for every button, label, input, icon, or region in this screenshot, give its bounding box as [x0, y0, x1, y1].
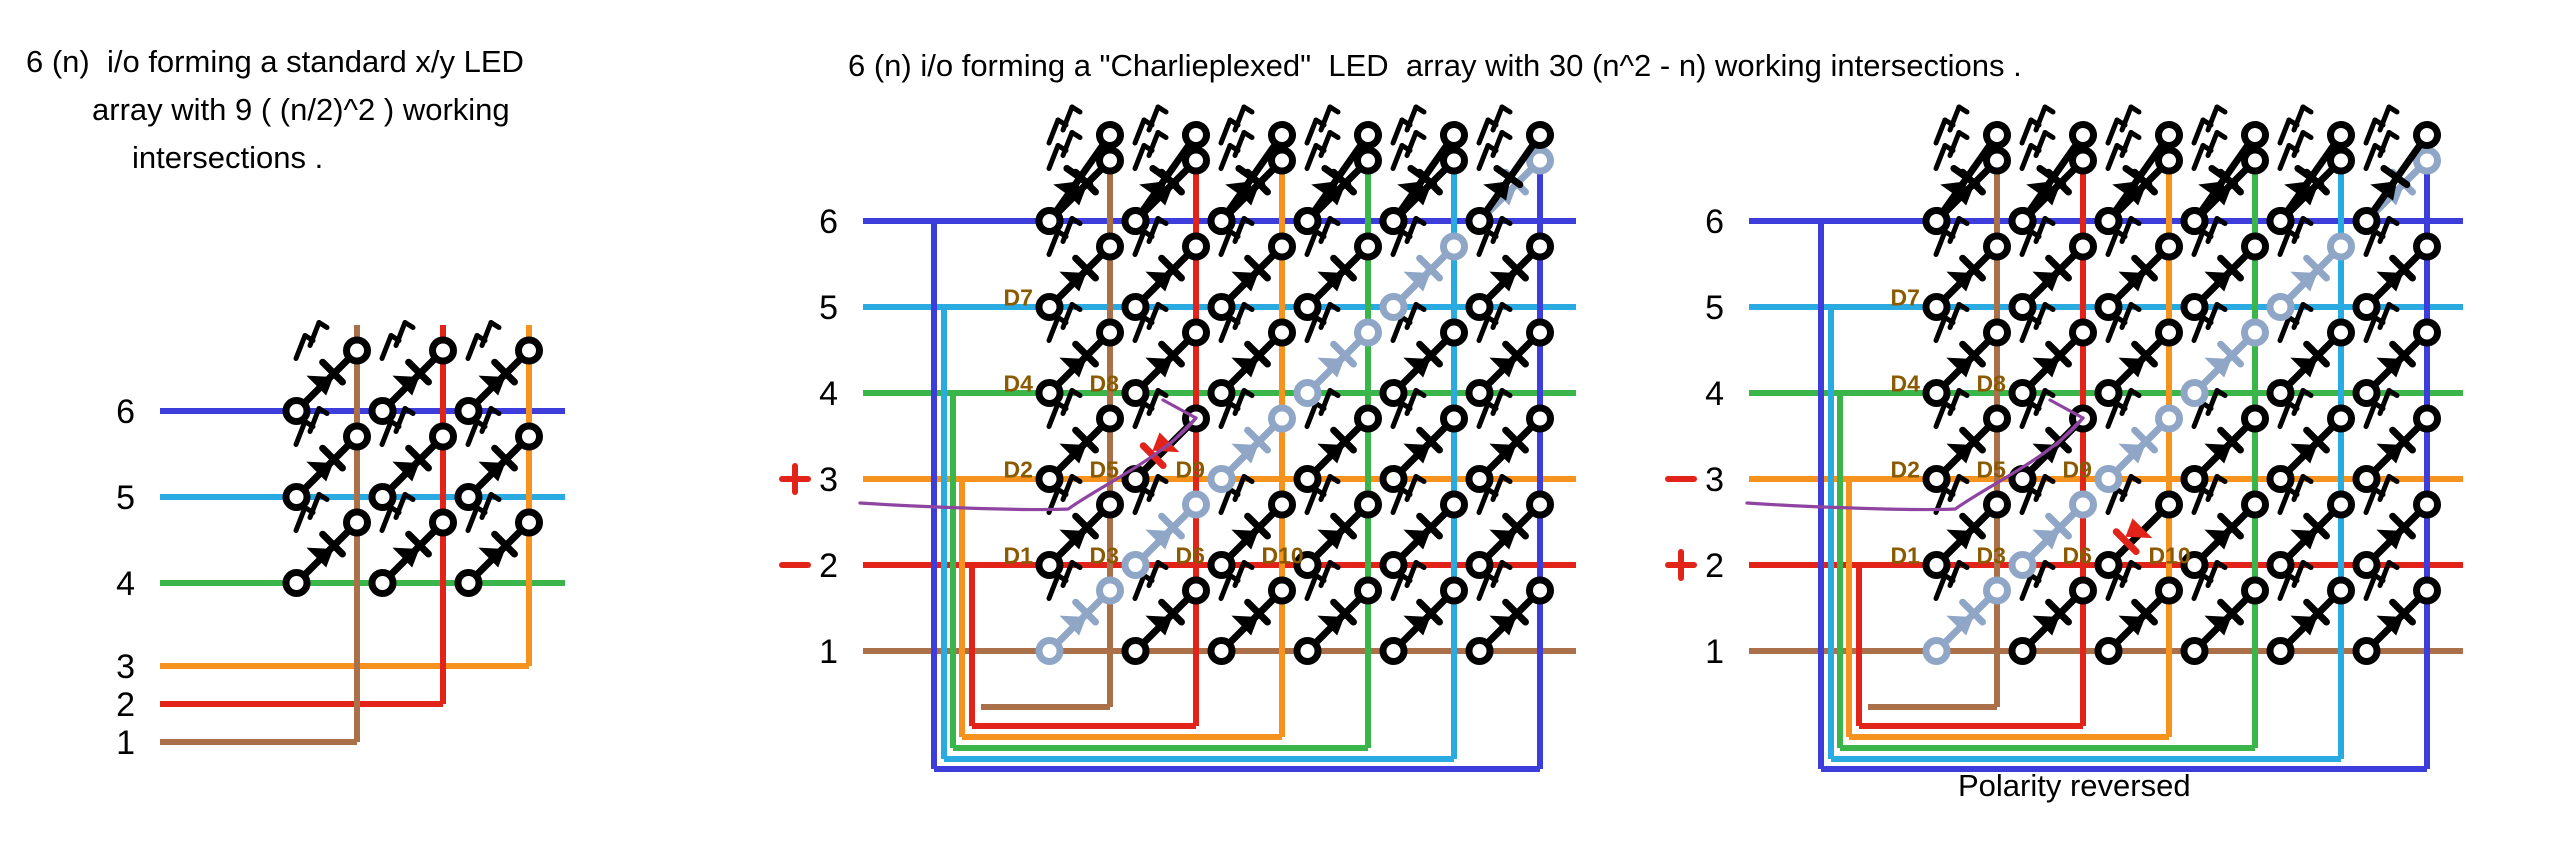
svg-text:2: 2: [116, 686, 135, 724]
svg-text:5: 5: [819, 289, 838, 327]
svg-text:D1: D1: [1004, 543, 1034, 569]
svg-text:3: 3: [819, 461, 838, 499]
svg-text:D8: D8: [1090, 371, 1120, 397]
svg-text:5: 5: [116, 479, 135, 517]
svg-text:D9: D9: [1176, 457, 1205, 483]
svg-text:D10: D10: [1262, 543, 1304, 569]
svg-text:3: 3: [1705, 461, 1724, 499]
svg-text:D6: D6: [1176, 543, 1205, 569]
svg-text:D4: D4: [1004, 371, 1034, 397]
svg-text:6: 6: [1705, 203, 1724, 241]
svg-text:D3: D3: [1090, 543, 1119, 569]
svg-text:6: 6: [819, 203, 838, 241]
svg-text:1: 1: [116, 724, 135, 762]
svg-text:D9: D9: [2063, 457, 2092, 483]
svg-text:D2: D2: [1004, 457, 1033, 483]
svg-text:D10: D10: [2149, 543, 2191, 569]
svg-text:D1: D1: [1891, 543, 1921, 569]
svg-text:1: 1: [819, 633, 838, 671]
svg-text:4: 4: [116, 565, 135, 603]
svg-text:5: 5: [1705, 289, 1724, 327]
svg-text:2: 2: [819, 547, 838, 585]
svg-text:D8: D8: [1977, 371, 2007, 397]
svg-text:1: 1: [1705, 633, 1724, 671]
svg-text:D2: D2: [1891, 457, 1920, 483]
svg-text:D4: D4: [1891, 371, 1921, 397]
svg-text:D3: D3: [1977, 543, 2006, 569]
svg-text:D6: D6: [2063, 543, 2092, 569]
svg-text:2: 2: [1705, 547, 1724, 585]
svg-text:6: 6: [116, 393, 135, 431]
svg-text:D7: D7: [1004, 285, 1033, 311]
svg-text:4: 4: [819, 375, 838, 413]
svg-text:D7: D7: [1891, 285, 1920, 311]
svg-text:3: 3: [116, 648, 135, 686]
svg-text:4: 4: [1705, 375, 1724, 413]
